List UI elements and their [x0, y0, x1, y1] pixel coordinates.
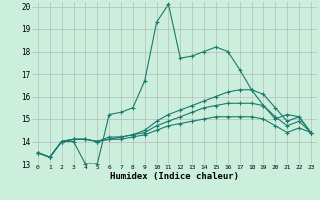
X-axis label: Humidex (Indice chaleur): Humidex (Indice chaleur) [110, 172, 239, 181]
